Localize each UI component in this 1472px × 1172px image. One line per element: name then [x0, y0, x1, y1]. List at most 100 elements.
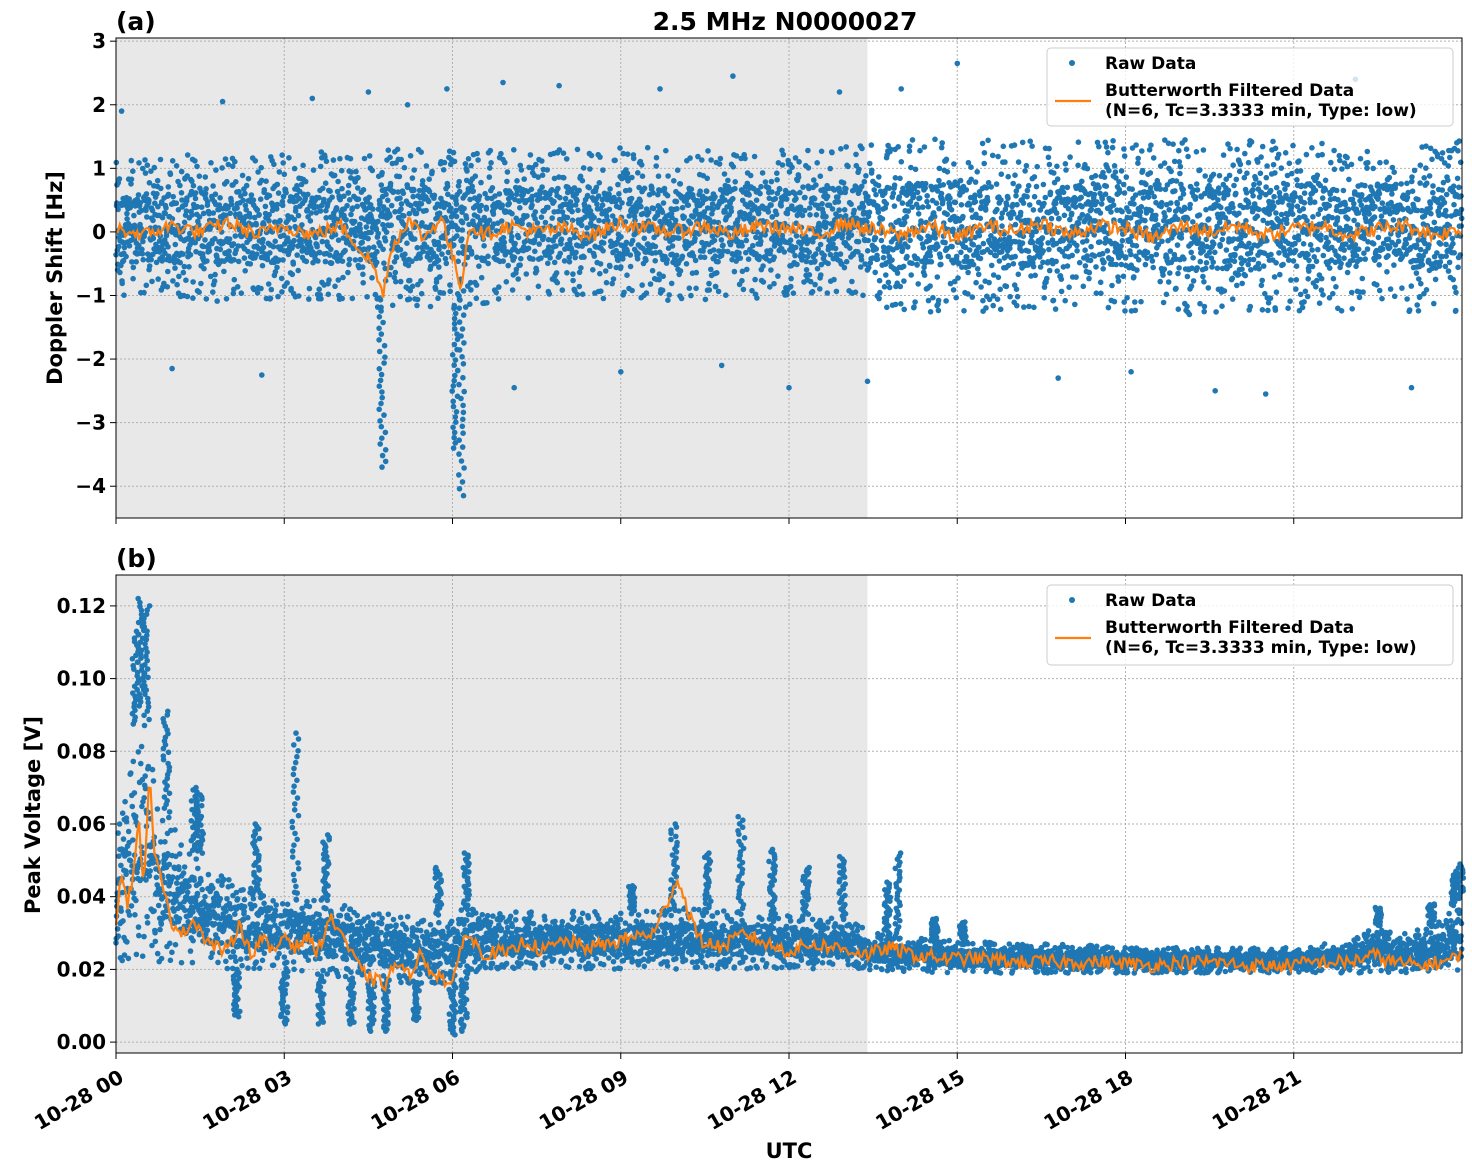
- raw-data-point: [445, 191, 451, 198]
- raw-data-point: [327, 188, 333, 194]
- raw-data-point: [813, 182, 819, 188]
- raw-data-point: [402, 251, 408, 257]
- raw-data-point: [577, 173, 584, 180]
- raw-data-point: [414, 244, 421, 251]
- raw-data-point: [1040, 248, 1046, 254]
- raw-data-point: [1370, 241, 1377, 247]
- raw-data-point: [380, 246, 386, 253]
- raw-data-point: [488, 160, 494, 166]
- raw-data-point: [1383, 159, 1389, 165]
- raw-data-point: [998, 171, 1005, 177]
- raw-data-point: [876, 295, 882, 302]
- raw-data-point: [932, 136, 938, 143]
- raw-data-point: [328, 246, 334, 253]
- raw-data-point: [720, 242, 726, 249]
- raw-data-point: [1314, 277, 1320, 284]
- raw-data-point: [591, 253, 598, 259]
- raw-data-point: [1174, 242, 1181, 248]
- raw-data-point: [1329, 214, 1336, 221]
- raw-data-point: [540, 233, 547, 240]
- raw-data-point: [561, 258, 568, 264]
- raw-data-point: [481, 243, 487, 249]
- raw-data-point: [349, 295, 356, 302]
- raw-data-point: [196, 214, 203, 220]
- raw-data-point: [254, 207, 261, 213]
- raw-data-point: [1118, 168, 1125, 174]
- raw-data-point: [439, 251, 445, 257]
- raw-data-point: [1313, 258, 1320, 265]
- raw-data-point: [489, 185, 496, 191]
- raw-data-point: [1040, 181, 1047, 188]
- raw-data-point: [892, 301, 899, 308]
- raw-data-point: [472, 173, 479, 179]
- raw-data-point: [1173, 178, 1180, 184]
- raw-data-point: [842, 213, 849, 219]
- raw-data-point: [576, 269, 583, 276]
- raw-data-point: [159, 258, 165, 264]
- raw-data-point: [671, 178, 677, 184]
- raw-data-point: [624, 170, 631, 177]
- raw-data-point: [1158, 199, 1165, 206]
- raw-data-point: [528, 197, 535, 204]
- raw-data-point: [1320, 252, 1327, 259]
- raw-data-point: [1210, 259, 1216, 266]
- raw-data-point: [1217, 243, 1223, 249]
- raw-data-point: [1297, 168, 1304, 174]
- raw-data-point: [1176, 159, 1183, 165]
- raw-data-point: [772, 195, 779, 202]
- raw-data-point: [401, 213, 407, 219]
- raw-data-point: [906, 143, 913, 150]
- raw-data-point: [1030, 263, 1037, 270]
- raw-data-point: [290, 261, 297, 267]
- raw-data-point: [270, 243, 277, 250]
- raw-data-point: [368, 229, 375, 236]
- raw-data-point: [335, 178, 341, 185]
- raw-data-point: [1287, 298, 1293, 305]
- raw-data-point: [361, 155, 368, 162]
- raw-data-point: [1088, 206, 1095, 213]
- raw-data-point: [184, 152, 191, 158]
- raw-data-point: [669, 251, 676, 258]
- figure-title: 2.5 MHz N0000027: [653, 7, 918, 36]
- raw-data-point: [890, 190, 897, 197]
- raw-data-point: [460, 243, 466, 250]
- raw-data-point: [1276, 250, 1282, 256]
- raw-data-point: [1319, 151, 1325, 158]
- raw-data-point: [535, 283, 542, 290]
- raw-data-point: [977, 215, 984, 222]
- raw-data-point: [612, 157, 618, 164]
- raw-data-point: [1060, 189, 1067, 196]
- raw-data-point: [501, 245, 507, 251]
- raw-data-point: [525, 245, 532, 252]
- raw-data-point: [1319, 195, 1326, 201]
- raw-data-point: [708, 157, 714, 163]
- raw-data-point: [598, 288, 604, 295]
- raw-data-point: [202, 190, 209, 197]
- raw-data-point: [272, 269, 279, 275]
- raw-data-point: [588, 152, 595, 159]
- raw-data-point: [1010, 211, 1017, 217]
- raw-data-point: [1375, 234, 1382, 241]
- raw-data-point: [852, 289, 859, 296]
- raw-data-point: [126, 196, 132, 202]
- raw-data-point: [953, 294, 959, 301]
- raw-data-point: [418, 278, 424, 284]
- raw-data-point: [267, 295, 274, 302]
- raw-data-point: [779, 162, 786, 168]
- raw-data-point: [712, 194, 718, 200]
- raw-data-point: [1317, 206, 1324, 213]
- raw-data-point: [1391, 169, 1397, 175]
- raw-data-point: [920, 245, 927, 251]
- raw-data-point: [469, 183, 476, 190]
- raw-data-point: [1314, 172, 1321, 178]
- raw-data-point: [1012, 221, 1019, 228]
- raw-data-point: [154, 177, 161, 184]
- raw-data-point: [873, 191, 879, 198]
- raw-data-point: [302, 178, 309, 185]
- raw-data-point: [260, 244, 267, 251]
- raw-data-point: [343, 217, 349, 223]
- raw-data-point: [805, 165, 812, 171]
- raw-data-point: [198, 204, 205, 210]
- raw-data-point: [730, 195, 736, 202]
- raw-data-point: [604, 213, 610, 220]
